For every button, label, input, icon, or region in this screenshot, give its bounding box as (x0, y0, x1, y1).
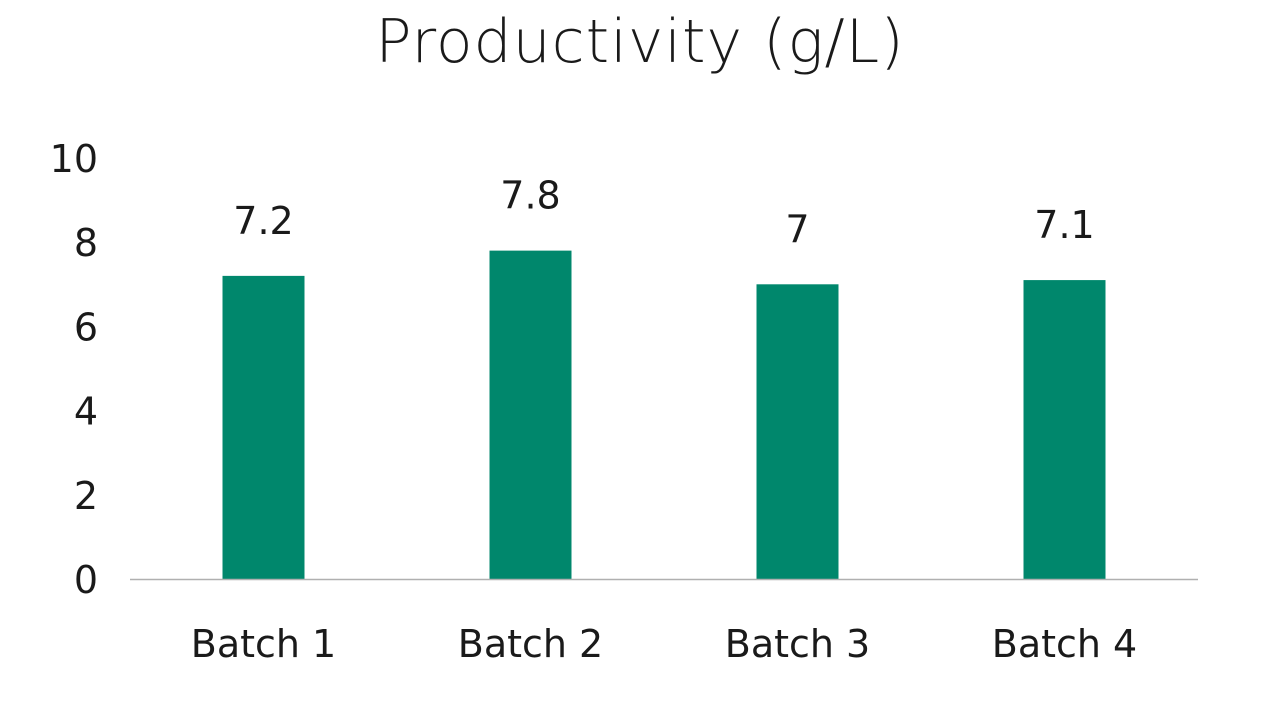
data-label-2: 7.8 (500, 174, 560, 218)
y-tick-label-8: 8 (74, 221, 98, 265)
y-tick-label-10: 10 (50, 137, 98, 181)
x-tick-label-4: Batch 4 (992, 622, 1138, 666)
bar-4 (1023, 280, 1106, 579)
y-tick-label-4: 4 (74, 390, 98, 434)
bar-series (222, 250, 1106, 579)
chart-title: Productivity (g/L) (375, 7, 905, 77)
y-tick-label-2: 2 (74, 474, 98, 518)
y-tick-label-6: 6 (74, 305, 98, 349)
x-axis-tick-labels: Batch 1 Batch 2 Batch 3 Batch 4 (191, 622, 1138, 666)
x-tick-label-2: Batch 2 (458, 622, 604, 666)
bar-1 (222, 275, 305, 579)
y-axis-tick-labels: 0 2 4 6 8 10 (50, 137, 98, 602)
y-tick-label-0: 0 (74, 558, 98, 602)
data-labels: 7.2 7.8 7 7.1 (233, 174, 1094, 252)
data-label-3: 7 (785, 207, 809, 251)
data-label-4: 7.1 (1034, 203, 1094, 247)
bar-3 (756, 284, 839, 579)
data-label-1: 7.2 (233, 199, 293, 243)
x-tick-label-3: Batch 3 (725, 622, 871, 666)
bar-2 (489, 250, 572, 579)
x-tick-label-1: Batch 1 (191, 622, 337, 666)
